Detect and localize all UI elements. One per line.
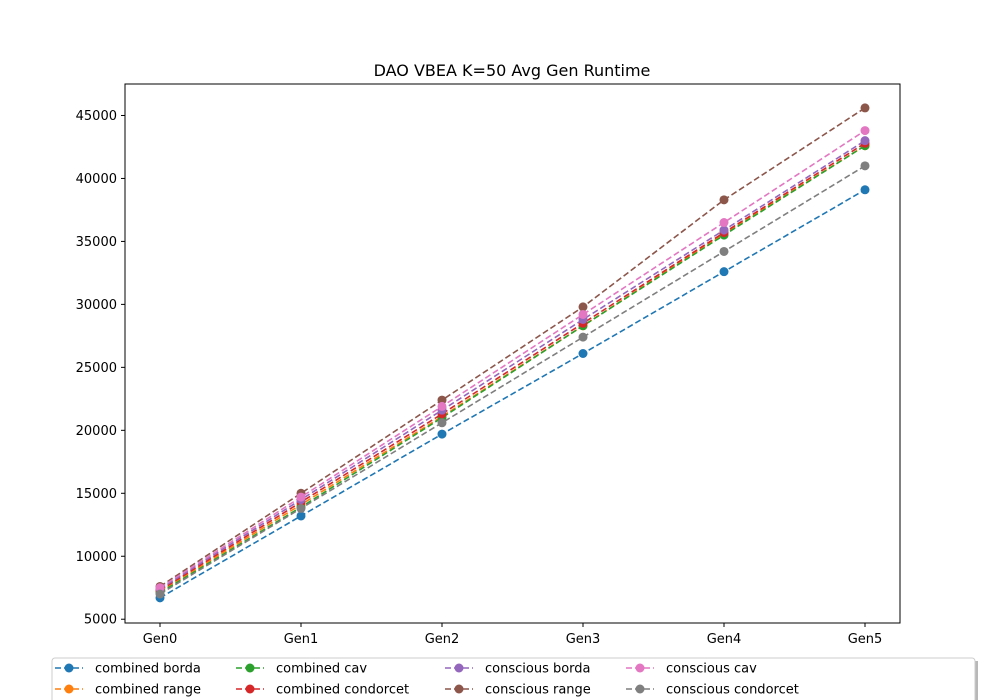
legend-label: conscious range (485, 683, 591, 698)
legend-item: combined cav (236, 662, 367, 677)
y-tick-label: 40000 (76, 172, 117, 187)
x-tick-label: Gen2 (425, 632, 460, 647)
data-point (578, 309, 588, 319)
y-tick-label: 20000 (76, 424, 117, 439)
legend-box (51, 657, 976, 700)
data-point (860, 136, 870, 146)
legend-item: conscious borda (445, 662, 591, 677)
data-point (719, 225, 729, 235)
x-tick-label: Gen0 (143, 632, 178, 647)
legend-item: conscious cav (626, 662, 757, 677)
data-point (155, 589, 165, 599)
y-tick-label: 30000 (76, 298, 117, 313)
legend-label: combined cav (276, 662, 367, 677)
legend-label: conscious cav (666, 662, 757, 677)
legend-marker (245, 663, 255, 673)
data-point (860, 126, 870, 136)
legend-marker (64, 684, 74, 694)
legend-item: combined borda (55, 662, 201, 677)
data-point (155, 583, 165, 593)
series-conscious-cav (155, 126, 870, 593)
y-tick-label: 25000 (76, 361, 117, 376)
data-point (437, 418, 447, 428)
legend-item: conscious condorcet (626, 683, 799, 698)
series-line (159, 142, 866, 591)
y-tick-label: 5000 (84, 613, 117, 628)
legend: combined borda combined range combined cav… (51, 657, 978, 700)
legend-marker (635, 663, 645, 673)
data-point (578, 332, 588, 342)
legend-item: conscious range (445, 683, 591, 698)
y-tick-label: 45000 (76, 109, 117, 124)
legend-marker (454, 684, 464, 694)
series-line (159, 165, 866, 595)
legend-marker (64, 663, 74, 673)
series-combined-borda (155, 185, 870, 603)
x-axis: Gen0 Gen1 Gen2 Gen3 Gen4 Gen5 (143, 623, 883, 647)
y-tick-label: 35000 (76, 235, 117, 250)
y-tick-label: 15000 (76, 487, 117, 502)
series-layer (155, 103, 870, 603)
chart-title: DAO VBEA K=50 Avg Gen Runtime (374, 61, 651, 80)
plot-frame (124, 83, 901, 624)
x-tick-label: Gen1 (284, 632, 319, 647)
legend-item: combined range (55, 683, 201, 698)
legend-label: conscious condorcet (666, 683, 799, 698)
data-point (719, 195, 729, 205)
series-line (159, 139, 866, 590)
data-point (437, 395, 447, 405)
data-point (296, 492, 306, 502)
data-point (296, 511, 306, 521)
data-point (296, 503, 306, 513)
data-point (719, 267, 729, 277)
plot-area (124, 83, 901, 624)
data-point (860, 103, 870, 113)
data-point (437, 429, 447, 439)
data-point (719, 246, 729, 256)
legend-marker (454, 663, 464, 673)
series-line (159, 145, 866, 594)
y-axis: 5000 10000 15000 20000 25000 30000 35000 40000 4… (76, 109, 125, 628)
legend-marker (245, 684, 255, 694)
data-point (719, 218, 729, 228)
x-tick-label: Gen5 (848, 632, 883, 647)
series-conscious-condorcet (155, 161, 870, 599)
data-point (860, 161, 870, 171)
legend-item: combined condorcet (236, 683, 409, 698)
legend-label: combined borda (95, 662, 201, 677)
series-line (159, 129, 866, 589)
x-tick-label: Gen3 (566, 632, 601, 647)
series-line (159, 189, 866, 599)
legend-marker (635, 684, 645, 694)
y-tick-label: 10000 (76, 550, 117, 565)
data-point (578, 302, 588, 312)
series-line (159, 107, 866, 588)
data-point (437, 401, 447, 411)
legend-label: combined range (95, 683, 201, 698)
data-point (578, 349, 588, 358)
x-tick-label: Gen4 (707, 632, 742, 647)
legend-label: combined condorcet (276, 683, 409, 698)
legend-label: conscious borda (485, 662, 591, 677)
data-point (860, 185, 870, 195)
